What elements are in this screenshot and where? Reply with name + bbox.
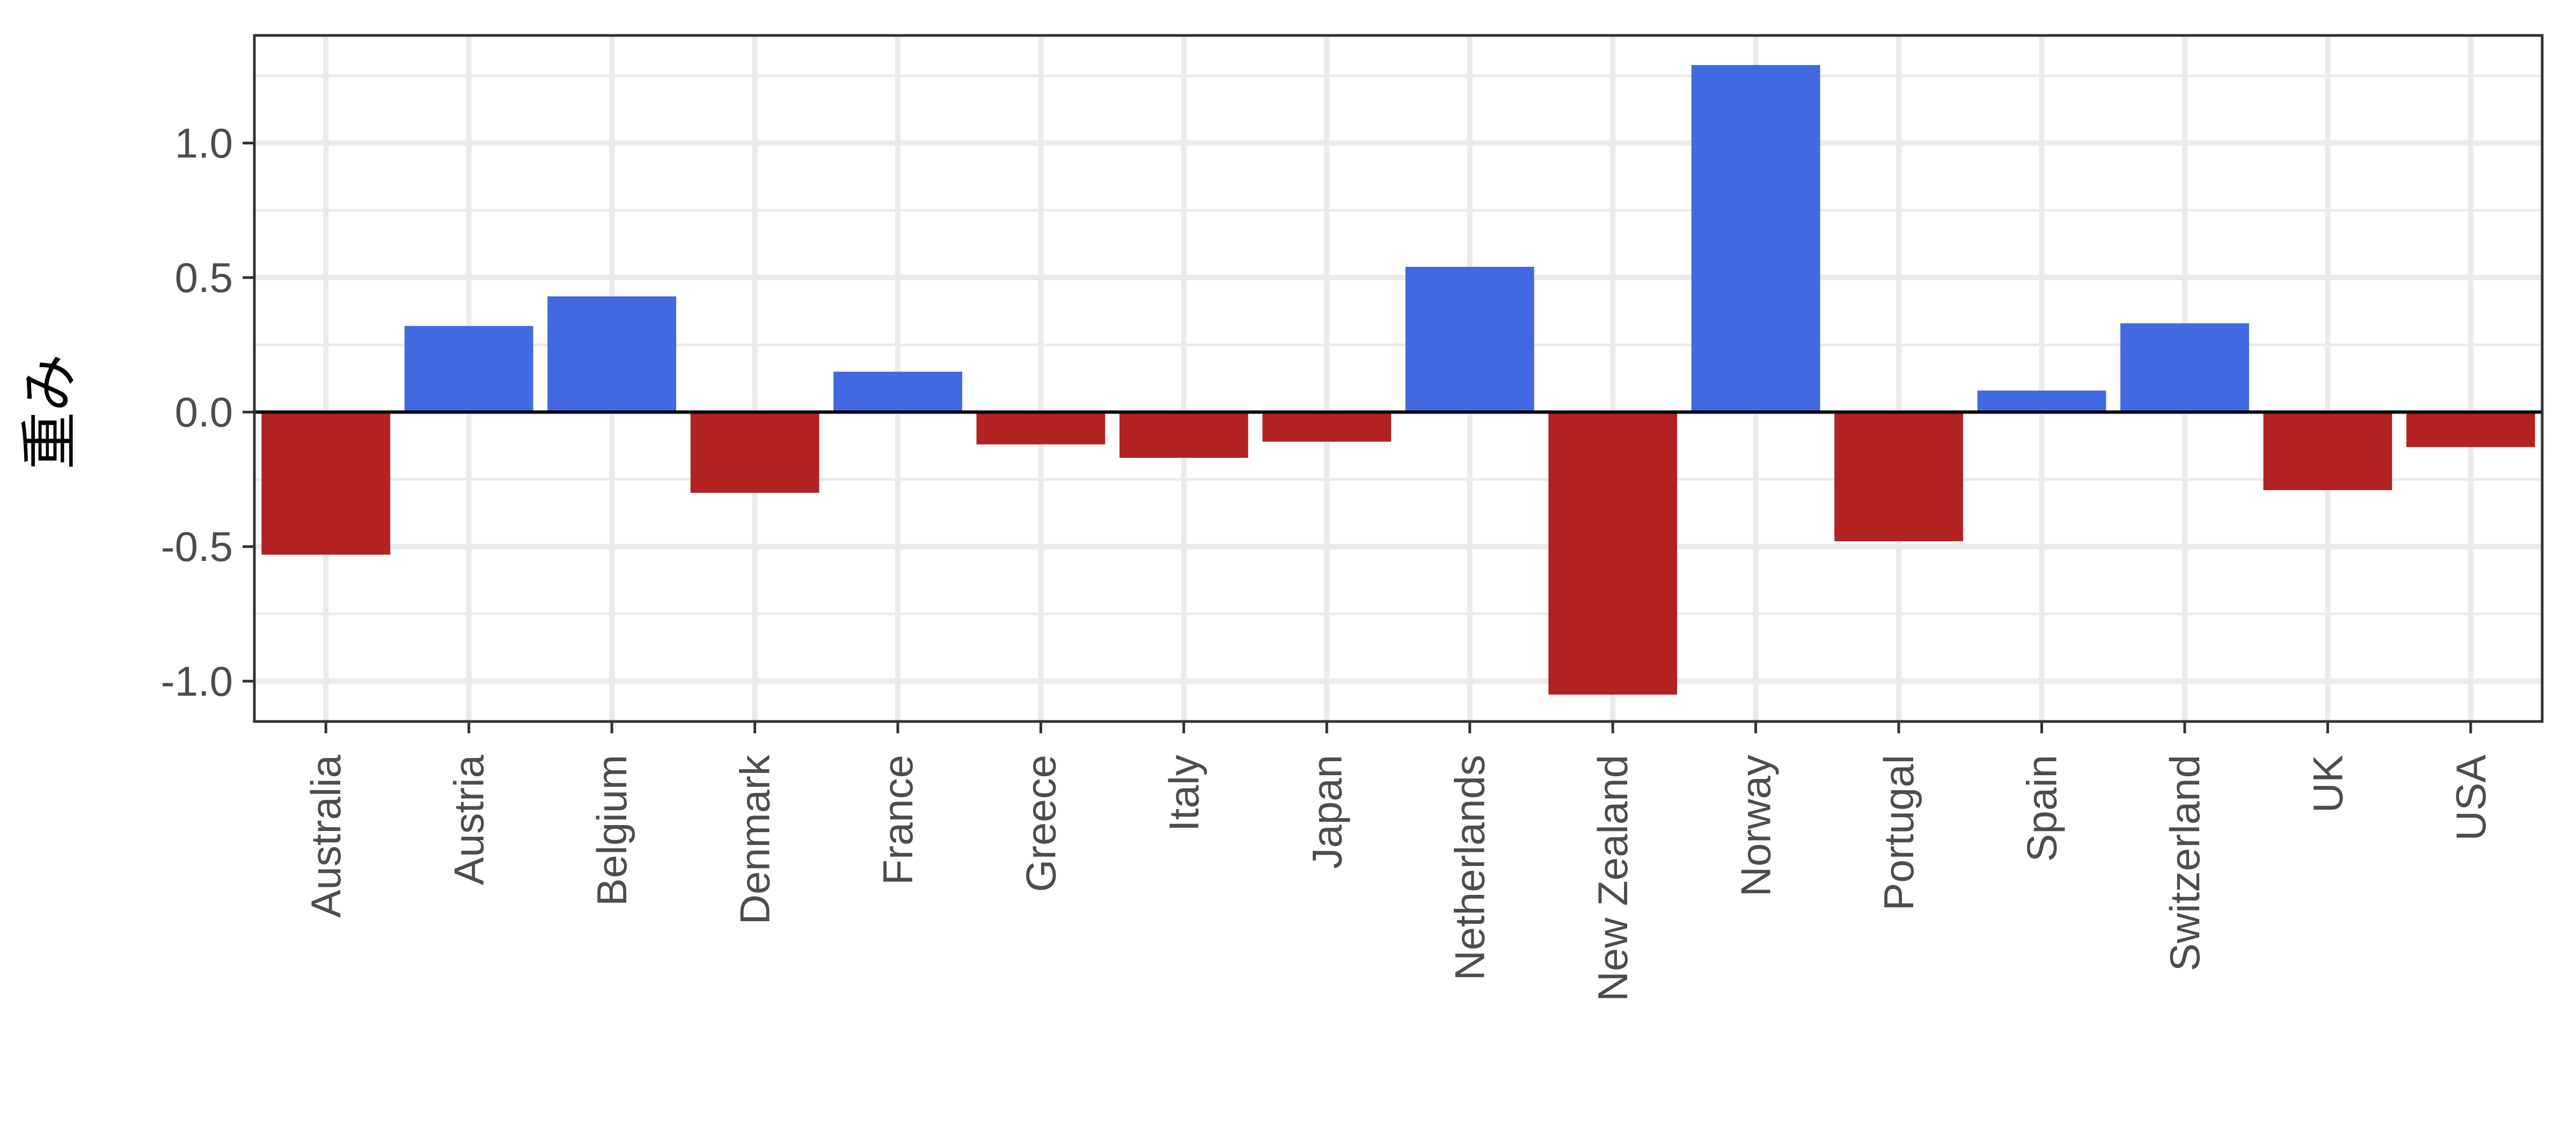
bar-australia bbox=[261, 412, 391, 555]
y-tick-label: 0.5 bbox=[175, 254, 233, 301]
axis-layer: -1.0 -0.5 0.0 0.5 1.0 Australia Austria Belgium… bbox=[161, 34, 2544, 1002]
x-tick-label: Italy bbox=[1160, 755, 1208, 832]
x-tick-label: Japan bbox=[1303, 755, 1350, 869]
x-tick-label: France bbox=[874, 755, 921, 885]
x-tick-label: Netherlands bbox=[1446, 755, 1494, 981]
bar-austria bbox=[404, 326, 533, 412]
bar-usa bbox=[2406, 412, 2535, 447]
bar-japan bbox=[1262, 412, 1392, 442]
x-tick-label: New Zealand bbox=[1589, 755, 1636, 1002]
bar-netherlands bbox=[1405, 267, 1534, 412]
x-tick-label: Belgium bbox=[588, 755, 635, 906]
bar-greece bbox=[976, 412, 1106, 444]
bar-belgium bbox=[547, 296, 676, 412]
y-tick-label: -1.0 bbox=[161, 658, 233, 705]
bar-spain bbox=[1977, 390, 2106, 412]
x-tick-label: Denmark bbox=[731, 754, 779, 924]
bar-switzerland bbox=[2120, 323, 2249, 412]
x-tick-label: Portugal bbox=[1875, 755, 1922, 911]
x-tick-label: Austria bbox=[445, 754, 493, 885]
x-tick-label: Norway bbox=[1732, 755, 1780, 896]
x-tick-label: UK bbox=[2304, 755, 2351, 813]
y-axis-title: 重み bbox=[17, 354, 82, 470]
bar-new-zealand bbox=[1548, 412, 1678, 695]
x-tick-label: Spain bbox=[2018, 755, 2065, 862]
bar-france bbox=[833, 371, 962, 412]
bars-layer bbox=[261, 65, 2535, 695]
x-tick-label: Australia bbox=[302, 754, 349, 917]
bar-portugal bbox=[1834, 412, 1963, 542]
bar-uk bbox=[2263, 412, 2392, 490]
bar-denmark bbox=[690, 412, 819, 493]
x-tick-label: Switzerland bbox=[2161, 755, 2208, 971]
y-tick-label: -0.5 bbox=[161, 523, 233, 570]
x-tick-label: USA bbox=[2447, 755, 2494, 841]
y-tick-label: 0.0 bbox=[175, 389, 233, 436]
bar-norway bbox=[1691, 65, 1820, 412]
x-tick-label: Greece bbox=[1017, 755, 1064, 892]
y-tick-label: 1.0 bbox=[175, 119, 233, 166]
panel-border bbox=[253, 34, 2544, 723]
bar-italy bbox=[1119, 412, 1248, 458]
